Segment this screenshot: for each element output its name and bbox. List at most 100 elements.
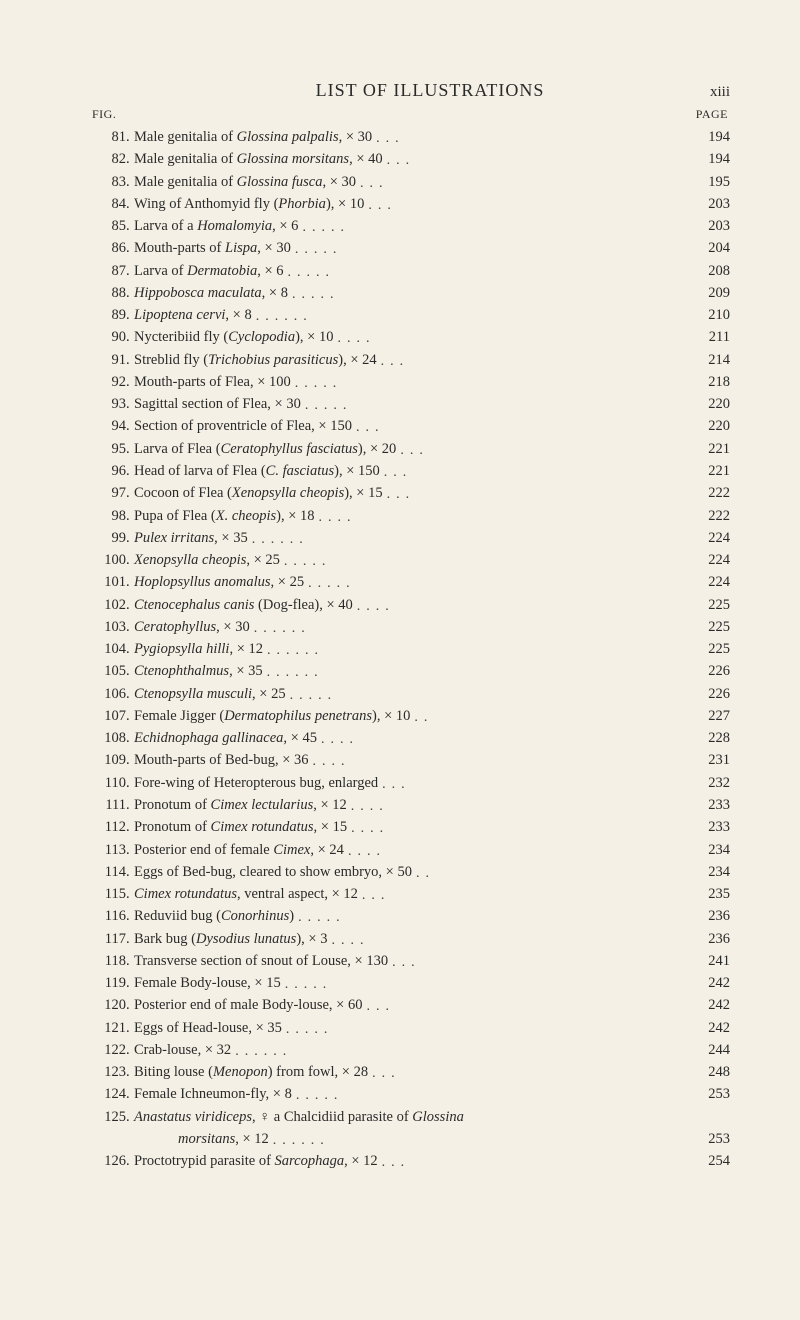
list-item: 111. Pronotum of Cimex lectularius, × 12… — [90, 794, 730, 816]
leader-dots: ... — [366, 996, 688, 1017]
fig-number-dot: . — [126, 349, 134, 371]
leader-dots: ... — [368, 195, 688, 216]
leader-dots: ... — [376, 128, 688, 149]
list-item: 122. Crab-louse, × 32......244 — [90, 1039, 730, 1061]
fig-number-dot: . — [126, 215, 134, 237]
fig-description: Cimex rotundatus, ventral aspect, × 12 — [134, 883, 362, 905]
leader-dots: ..... — [298, 907, 688, 928]
leader-dots: ... — [356, 417, 688, 438]
fig-description: Ceratophyllus, × 30 — [134, 616, 254, 638]
leader-dots: ...... — [252, 529, 688, 550]
fig-description: Pronotum of Cimex rotundatus, × 15 — [134, 816, 351, 838]
list-item: 88. Hippobosca maculata, × 8.....209 — [90, 282, 730, 304]
fig-number-dot: . — [126, 549, 134, 571]
list-item: 110. Fore-wing of Heteropterous bug, enl… — [90, 772, 730, 794]
fig-number: 97 — [90, 482, 126, 504]
list-item-continuation: morsitans, × 12......253 — [90, 1128, 730, 1150]
list-item: 92. Mouth-parts of Flea, × 100.....218 — [90, 371, 730, 393]
leader-dots: ... — [372, 1063, 688, 1084]
leader-dots: ...... — [256, 306, 688, 327]
fig-description: Ctenopsylla musculi, × 25 — [134, 683, 290, 705]
leader-dots: ...... — [267, 640, 688, 661]
fig-number: 104 — [90, 638, 126, 660]
fig-page: 210 — [688, 304, 730, 326]
illustration-list: 81. Male genitalia of Glossina palpalis,… — [90, 126, 730, 1172]
fig-description: Bark bug (Dysodius lunatus), × 3 — [134, 928, 331, 950]
fig-number-dot: . — [126, 727, 134, 749]
fig-page: 224 — [688, 571, 730, 593]
fig-description: Hippobosca maculata, × 8 — [134, 282, 292, 304]
list-item: 113. Posterior end of female Cimex, × 24… — [90, 839, 730, 861]
fig-number-dot: . — [126, 794, 134, 816]
fig-number-dot: . — [126, 527, 134, 549]
list-item: 84. Wing of Anthomyid fly (Phorbia), × 1… — [90, 193, 730, 215]
leader-dots: ... — [362, 885, 688, 906]
fig-description: Reduviid bug (Conorhinus) — [134, 905, 298, 927]
fig-number-dot: . — [126, 905, 134, 927]
list-item: 119. Female Body-louse, × 15.....242 — [90, 972, 730, 994]
leader-dots: ... — [387, 484, 688, 505]
leader-dots: ... — [360, 173, 688, 194]
fig-number-dot: . — [126, 972, 134, 994]
fig-description: Transverse section of snout of Louse, × … — [134, 950, 392, 972]
fig-number-dot: . — [126, 326, 134, 348]
list-item: 98. Pupa of Flea (X. cheopis), × 18....2… — [90, 505, 730, 527]
fig-number: 99 — [90, 527, 126, 549]
leader-dots: ..... — [285, 974, 688, 995]
fig-number: 122 — [90, 1039, 126, 1061]
list-item: 94. Section of proventricle of Flea, × 1… — [90, 415, 730, 437]
list-item: 83. Male genitalia of Glossina fusca, × … — [90, 171, 730, 193]
fig-description: Male genitalia of Glossina fusca, × 30 — [134, 171, 360, 193]
fig-page: 194 — [688, 148, 730, 170]
fig-number: 117 — [90, 928, 126, 950]
fig-number-dot: . — [126, 883, 134, 905]
leader-dots: ..... — [284, 551, 688, 572]
list-item: 89. Lipoptena cervi, × 8......210 — [90, 304, 730, 326]
fig-page: 221 — [688, 438, 730, 460]
fig-number: 113 — [90, 839, 126, 861]
fig-page: 253 — [688, 1128, 730, 1150]
fig-number-dot: . — [126, 772, 134, 794]
leader-dots: ... — [400, 440, 688, 461]
fig-number-dot: . — [126, 415, 134, 437]
fig-page: 253 — [688, 1083, 730, 1105]
fig-description: Section of proventricle of Flea, × 150 — [134, 415, 356, 437]
fig-description: Xenopsylla cheopis, × 25 — [134, 549, 284, 571]
leader-dots: ..... — [286, 1019, 688, 1040]
fig-page: 248 — [688, 1061, 730, 1083]
fig-description: Biting louse (Menopon) from fowl, × 28 — [134, 1061, 372, 1083]
fig-number: 84 — [90, 193, 126, 215]
fig-number: 116 — [90, 905, 126, 927]
fig-number: 88 — [90, 282, 126, 304]
list-item: 93. Sagittal section of Flea, × 30.....2… — [90, 393, 730, 415]
fig-page: 209 — [688, 282, 730, 304]
list-item: 90. Nycteribiid fly (Cyclopodia), × 10..… — [90, 326, 730, 348]
fig-number-dot: . — [126, 304, 134, 326]
fig-number: 92 — [90, 371, 126, 393]
leader-dots: ...... — [273, 1130, 688, 1151]
leader-dots: ... — [382, 774, 688, 795]
list-item: 107. Female Jigger (Dermatophilus penetr… — [90, 705, 730, 727]
fig-page: 195 — [688, 171, 730, 193]
fig-page: 227 — [688, 705, 730, 727]
leader-dots: ... — [387, 150, 688, 171]
header-line: LIST OF ILLUSTRATIONS xiii — [90, 80, 730, 101]
leader-dots: .... — [321, 729, 688, 750]
list-item: 87. Larva of Dermatobia, × 6.....208 — [90, 260, 730, 282]
fig-page: 244 — [688, 1039, 730, 1061]
list-item: 86. Mouth-parts of Lispa, × 30.....204 — [90, 237, 730, 259]
list-item: 106. Ctenopsylla musculi, × 25.....226 — [90, 683, 730, 705]
fig-number: 98 — [90, 505, 126, 527]
fig-description: Cocoon of Flea (Xenopsylla cheopis), × 1… — [134, 482, 387, 504]
fig-page: 208 — [688, 260, 730, 282]
fig-page: 226 — [688, 660, 730, 682]
fig-number-dot: . — [126, 282, 134, 304]
fig-description: Streblid fly (Trichobius parasiticus), ×… — [134, 349, 381, 371]
fig-description-cont: morsitans, × 12 — [178, 1128, 273, 1150]
fig-number-dot: . — [126, 683, 134, 705]
leader-dots: ... — [381, 351, 688, 372]
leader-dots: .... — [319, 507, 688, 528]
fig-page: 225 — [688, 616, 730, 638]
fig-description: Mouth-parts of Flea, × 100 — [134, 371, 295, 393]
list-item: 115. Cimex rotundatus, ventral aspect, ×… — [90, 883, 730, 905]
